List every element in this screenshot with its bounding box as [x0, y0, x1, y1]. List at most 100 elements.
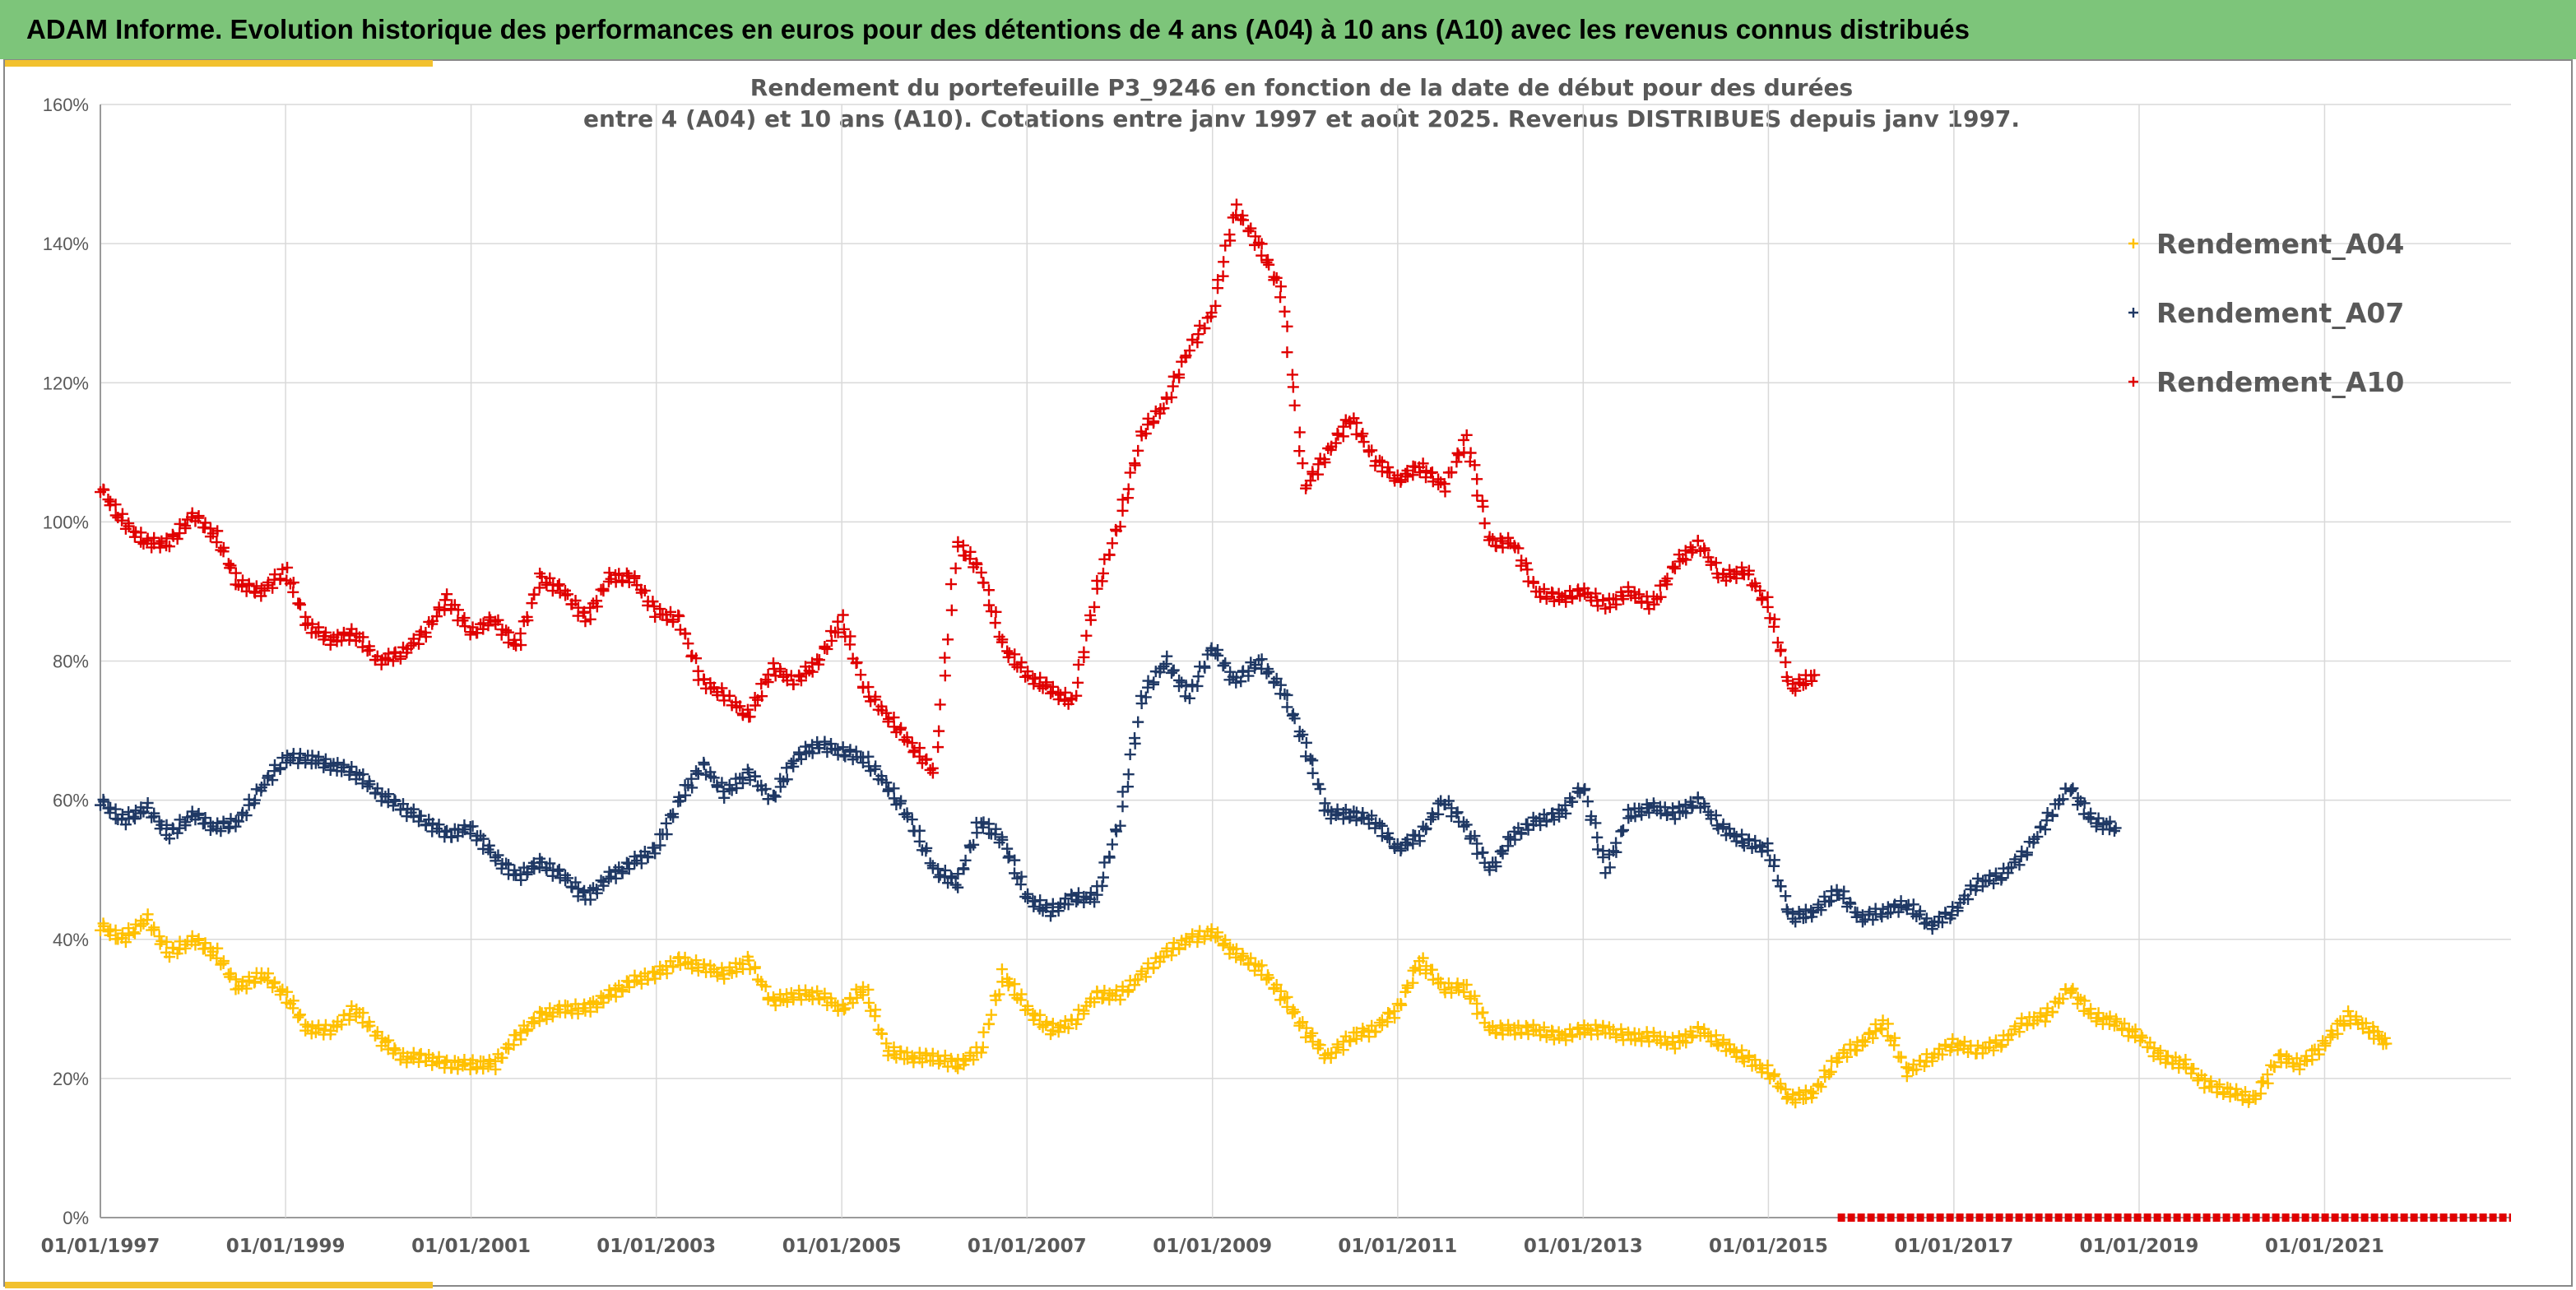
- rendement-a04-marker: [698, 958, 710, 970]
- rendement-a04-marker: [1358, 1026, 1370, 1038]
- rendement-a04-marker: [466, 1054, 479, 1066]
- rendement-a07-marker: [716, 777, 728, 789]
- rendement-a07-marker: [723, 779, 736, 791]
- rendement-a04-marker: [2291, 1052, 2303, 1065]
- rendement-a10-marker: [1477, 500, 1489, 513]
- rendement-a10-marker: [459, 620, 471, 633]
- rendement-a04-marker: [1078, 1008, 1090, 1020]
- rendement-a07-marker: [225, 813, 237, 825]
- rendement-a07-marker: [2046, 809, 2058, 821]
- rendement-a07-marker: [1160, 657, 1172, 670]
- rendement-a10-marker: [405, 639, 417, 652]
- rendement-a07-marker: [952, 881, 964, 893]
- rendement-a04-marker: [1910, 1063, 1923, 1075]
- x-tick-label: 01/01/1997: [41, 1236, 160, 1257]
- rendement-a07-marker: [1191, 680, 1204, 692]
- rendement-a10-marker: [97, 483, 109, 495]
- rendement-a10-marker: [1566, 592, 1579, 605]
- rendement-a10-marker: [344, 629, 356, 642]
- rendement-a04-marker: [1209, 931, 1222, 944]
- rendement-a10-marker: [939, 652, 951, 664]
- rendement-a04-marker: [1281, 991, 1293, 1003]
- rendement-a10-marker: [880, 707, 893, 719]
- rendement-a04-marker: [1237, 950, 1249, 963]
- rendement-a04-marker: [2243, 1096, 2255, 1108]
- rendement-a04-marker: [1330, 1046, 1342, 1059]
- rendement-a07-marker: [104, 801, 117, 814]
- rendement-a04-marker: [2039, 1015, 2051, 1028]
- rendement-a10-marker: [154, 541, 166, 554]
- rendement-a10-marker: [629, 570, 641, 582]
- rendement-a04-marker: [294, 1009, 306, 1021]
- rendement-a07-marker: [1297, 728, 1309, 740]
- rendement-a10-marker: [1478, 517, 1491, 530]
- rendement-a10-marker: [1245, 222, 1257, 234]
- rendement-a04-marker: [2110, 1015, 2123, 1028]
- chart-title-line-2: entre 4 (A04) et 10 ans (A10). Cotations…: [583, 105, 2020, 132]
- rendement-a10-marker: [838, 623, 850, 635]
- rendement-a04-marker: [1643, 1036, 1655, 1048]
- rendement-a10-marker: [1527, 576, 1539, 588]
- rendement-a10-marker: [1471, 473, 1483, 485]
- rendement-a04-marker: [1471, 997, 1483, 1009]
- x-tick-label: 01/01/2005: [782, 1236, 902, 1257]
- rendement-a10-marker: [526, 597, 538, 610]
- rendement-a04-marker: [528, 1017, 541, 1029]
- rendement-a07-marker: [642, 851, 654, 863]
- rendement-a04-marker: [1212, 930, 1224, 943]
- rendement-a10-marker: [1793, 673, 1805, 685]
- rendement-a07-marker: [1497, 847, 1509, 860]
- rendement-a10-marker: [1173, 369, 1186, 381]
- rendement-a10-marker: [926, 762, 939, 774]
- rendement-a04-marker: [1040, 1019, 1052, 1031]
- rendement-a07-marker: [977, 816, 990, 828]
- rendement-a10-marker: [1029, 673, 1042, 685]
- rendement-a07-marker: [415, 810, 427, 822]
- rendement-a07-marker: [1263, 666, 1275, 678]
- rendement-a04-marker: [985, 1009, 997, 1021]
- rendement-a04-marker: [240, 982, 253, 995]
- rendement-a07-marker: [2065, 783, 2077, 796]
- rendement-a10-marker: [551, 579, 564, 592]
- rendement-a04-marker: [743, 954, 755, 967]
- rendement-a04-marker: [1768, 1070, 1780, 1083]
- rendement-a10-marker: [883, 713, 895, 726]
- rendement-a07-marker: [736, 772, 749, 784]
- rendement-a10-marker: [666, 615, 679, 628]
- rendement-a07-marker: [1780, 890, 1792, 903]
- rendement-a07-marker: [1710, 810, 1722, 822]
- rendement-a10-marker: [945, 578, 957, 591]
- rendement-a07-marker: [1471, 838, 1483, 850]
- rendement-a04-marker: [477, 1063, 490, 1075]
- rendement-a07-marker: [1724, 823, 1736, 835]
- rendement-a10-marker: [163, 541, 175, 553]
- rendement-a07-marker: [420, 819, 432, 832]
- rendement-a10-marker: [603, 567, 615, 579]
- rendement-a07-marker: [685, 773, 698, 785]
- rendement-a04-marker: [2332, 1028, 2344, 1040]
- rendement-a04-marker: [2257, 1075, 2269, 1088]
- rendement-a10-marker: [1135, 425, 1147, 438]
- rendement-a04-marker: [268, 976, 281, 988]
- rendement-a10-marker: [1469, 459, 1481, 471]
- rendement-a10-marker: [1167, 380, 1179, 392]
- rendement-a10-marker: [1705, 555, 1717, 568]
- rendement-a10-marker: [1710, 557, 1722, 569]
- rendement-a10-marker: [1717, 568, 1729, 581]
- rendement-a04-marker: [2103, 1019, 2115, 1031]
- rendement-a10-marker: [1661, 573, 1673, 585]
- rendement-a10-marker: [749, 691, 761, 703]
- rendement-a07-marker: [869, 763, 881, 775]
- rendement-a04-marker: [1426, 963, 1438, 976]
- y-tick-label: 100%: [43, 512, 89, 532]
- rendement-a07-marker: [1344, 812, 1356, 824]
- rendement-a04-marker: [2016, 1012, 2028, 1024]
- rendement-a07-marker: [1373, 818, 1385, 830]
- rendement-a07-marker: [1844, 897, 1856, 909]
- rendement-a07-marker: [894, 797, 907, 810]
- rendement-a04-marker: [1669, 1042, 1681, 1055]
- rendement-a07-marker: [1789, 916, 1802, 928]
- rendement-a10-marker: [1274, 281, 1287, 293]
- rendement-a04-marker: [148, 921, 160, 934]
- rendement-a10-marker: [862, 681, 875, 694]
